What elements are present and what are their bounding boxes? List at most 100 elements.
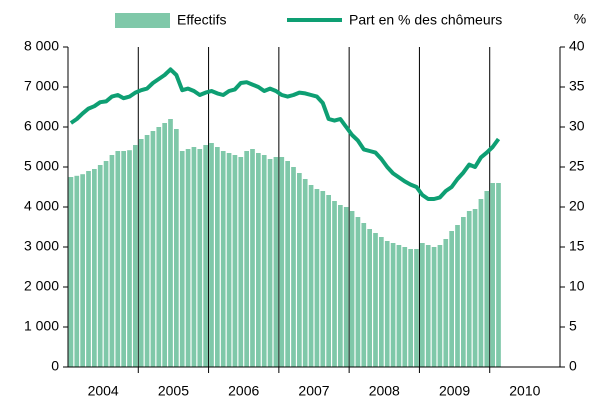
bar: [121, 151, 126, 367]
bar: [443, 239, 449, 367]
bar: [484, 191, 490, 367]
bar: [97, 165, 103, 367]
bar: [115, 151, 121, 367]
bar: [420, 243, 425, 367]
bar: [390, 243, 396, 367]
bar: [437, 245, 443, 367]
bar: [74, 175, 80, 367]
bar: [291, 167, 296, 367]
bar: [285, 161, 290, 367]
bar: [314, 189, 320, 367]
bar: [461, 217, 466, 367]
bar: [402, 247, 408, 367]
bar: [466, 211, 472, 367]
y2-tick-label: 35: [569, 78, 585, 94]
bar: [261, 155, 267, 367]
legend-label: Part en % des chômeurs: [349, 12, 502, 28]
bar: [355, 217, 361, 367]
bar: [179, 151, 185, 367]
bar: [267, 159, 273, 367]
bar: [367, 229, 372, 367]
y-tick-label: 8 000: [24, 38, 59, 54]
bar: [297, 173, 302, 367]
bar: [103, 161, 109, 367]
y2-tick-label: 15: [569, 238, 585, 254]
y-tick-label: 7 000: [24, 78, 59, 94]
bar: [203, 145, 208, 367]
bar: [162, 123, 167, 367]
x-tick-label: 2008: [369, 383, 400, 399]
y-tick-label: 5 000: [24, 158, 59, 174]
bar: [496, 183, 501, 367]
bar: [332, 201, 337, 367]
bar: [414, 249, 419, 367]
y2-tick-label: 25: [569, 158, 585, 174]
x-tick-label: 2004: [88, 383, 119, 399]
bar: [185, 149, 191, 367]
bar: [191, 147, 197, 367]
bar: [68, 177, 74, 367]
bar: [168, 119, 173, 367]
bar: [156, 127, 162, 367]
bar: [80, 174, 85, 367]
bar: [279, 157, 285, 367]
bar: [478, 199, 484, 367]
bar: [449, 231, 454, 367]
bar: [174, 129, 179, 367]
bar: [127, 150, 132, 367]
bar: [408, 249, 413, 367]
y2-axis-label: %: [574, 11, 586, 27]
y2-tick-label: 10: [569, 278, 585, 294]
y2-tick-label: 20: [569, 198, 585, 214]
bar: [384, 241, 390, 367]
y2-tick-label: 5: [569, 318, 577, 334]
bar: [138, 139, 144, 367]
bar: [209, 143, 214, 367]
bar: [232, 155, 238, 367]
bar: [326, 195, 331, 367]
legend-swatch: [115, 13, 170, 28]
x-tick-label: 2006: [228, 383, 259, 399]
x-tick-label: 2009: [439, 383, 470, 399]
y-tick-label: 1 000: [24, 318, 59, 334]
bar: [431, 247, 437, 367]
bar: [133, 145, 138, 367]
bar: [349, 211, 355, 367]
x-tick-label: 2007: [298, 383, 329, 399]
y-tick-label: 0: [51, 358, 59, 374]
y-tick-label: 2 000: [24, 278, 59, 294]
bar: [396, 245, 402, 367]
bar: [308, 185, 314, 367]
bar: [238, 157, 244, 367]
y-tick-label: 6 000: [24, 118, 59, 134]
bar: [244, 151, 249, 367]
y-tick-label: 4 000: [24, 198, 59, 214]
bar: [86, 171, 91, 367]
bar: [373, 233, 378, 367]
y2-tick-label: 0: [569, 358, 577, 374]
y2-tick-label: 40: [569, 38, 585, 54]
x-tick-label: 2005: [158, 383, 189, 399]
bar: [220, 151, 226, 367]
bar: [361, 223, 367, 367]
x-tick-label: 2010: [509, 383, 540, 399]
bar: [343, 207, 349, 367]
bar: [302, 179, 308, 367]
bar: [455, 225, 460, 367]
bar: [109, 155, 115, 367]
bar: [144, 135, 150, 367]
bar: [425, 245, 431, 367]
bar: [273, 157, 279, 367]
bar: [379, 237, 384, 367]
bar: [197, 149, 203, 367]
bar: [320, 191, 326, 367]
bar: [490, 183, 495, 367]
bar: [226, 153, 232, 367]
legend-label: Effectifs: [177, 12, 227, 28]
bar: [250, 149, 255, 367]
y-tick-label: 3 000: [24, 238, 59, 254]
bar: [256, 153, 261, 367]
bar: [338, 205, 343, 367]
line: [69, 67, 501, 201]
